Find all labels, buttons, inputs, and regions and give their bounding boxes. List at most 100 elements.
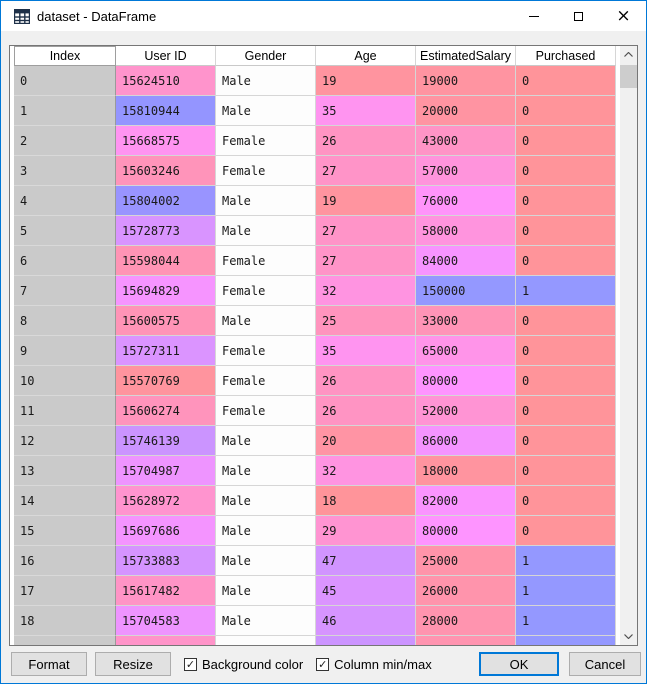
cell-index[interactable]: 9 xyxy=(14,336,116,366)
cell-salary[interactable]: 57000 xyxy=(416,156,516,186)
cell-purchased[interactable]: 1 xyxy=(516,636,616,645)
scroll-up-button[interactable] xyxy=(620,46,637,63)
cell-age[interactable]: 45 xyxy=(316,576,416,606)
cell-user-id[interactable]: 15804002 xyxy=(116,186,216,216)
cell-purchased[interactable]: 1 xyxy=(516,276,616,306)
cell-salary[interactable]: 58000 xyxy=(416,216,516,246)
cell-purchased[interactable]: 0 xyxy=(516,186,616,216)
cell-user-id[interactable]: 15697686 xyxy=(116,516,216,546)
cell-salary[interactable]: 19000 xyxy=(416,66,516,96)
cell-index[interactable]: 14 xyxy=(14,486,116,516)
cell-gender[interactable]: Female xyxy=(216,396,316,426)
cell-gender[interactable]: Male xyxy=(216,96,316,126)
cell-purchased[interactable]: 0 xyxy=(516,516,616,546)
cell-purchased[interactable]: 0 xyxy=(516,336,616,366)
cell-salary[interactable]: 84000 xyxy=(416,246,516,276)
cell-gender[interactable]: Male xyxy=(216,516,316,546)
cell-age[interactable]: 29 xyxy=(316,516,416,546)
cell-gender[interactable]: Male xyxy=(216,426,316,456)
cell-index[interactable]: 0 xyxy=(14,66,116,96)
cell-gender[interactable]: Male xyxy=(216,606,316,636)
cell-user-id[interactable]: 15704583 xyxy=(116,606,216,636)
cell-user-id[interactable]: 15728773 xyxy=(116,216,216,246)
cell-gender[interactable]: Male xyxy=(216,66,316,96)
cell-purchased[interactable]: 0 xyxy=(516,456,616,486)
ok-button[interactable]: OK xyxy=(479,652,559,676)
cell-index[interactable]: 3 xyxy=(14,156,116,186)
cell-purchased[interactable]: 1 xyxy=(516,546,616,576)
cell-user-id[interactable]: 15600575 xyxy=(116,306,216,336)
cell-salary[interactable]: 43000 xyxy=(416,126,516,156)
cell-salary[interactable]: 82000 xyxy=(416,486,516,516)
column-header-estimatedsalary[interactable]: EstimatedSalary xyxy=(416,46,516,66)
cell-user-id[interactable]: 15694829 xyxy=(116,276,216,306)
cell-purchased[interactable]: 1 xyxy=(516,606,616,636)
column-header-user-id[interactable]: User ID xyxy=(116,46,216,66)
cell-index[interactable]: 12 xyxy=(14,426,116,456)
cell-purchased[interactable]: 0 xyxy=(516,216,616,246)
cell-age[interactable]: 35 xyxy=(316,336,416,366)
column-header-gender[interactable]: Gender xyxy=(216,46,316,66)
cell-gender[interactable]: Male xyxy=(216,576,316,606)
cell-user-id[interactable]: 15598044 xyxy=(116,246,216,276)
cell-user-id[interactable]: 15603246 xyxy=(116,156,216,186)
cell-index[interactable]: 18 xyxy=(14,606,116,636)
cell-purchased[interactable]: 0 xyxy=(516,156,616,186)
cell-gender[interactable]: Male xyxy=(216,546,316,576)
cell-user-id[interactable]: 15624510 xyxy=(116,66,216,96)
cell-purchased[interactable]: 0 xyxy=(516,66,616,96)
cell-salary[interactable]: 33000 xyxy=(416,306,516,336)
cell-purchased[interactable]: 0 xyxy=(516,366,616,396)
cell-age[interactable]: 27 xyxy=(316,246,416,276)
cell-age[interactable]: 26 xyxy=(316,366,416,396)
cell-age[interactable]: 18 xyxy=(316,486,416,516)
cell-salary[interactable]: 26000 xyxy=(416,576,516,606)
cell-purchased[interactable]: 0 xyxy=(516,126,616,156)
cell-gender[interactable]: Male xyxy=(216,456,316,486)
cell-age[interactable]: 26 xyxy=(316,126,416,156)
cell-index[interactable]: 13 xyxy=(14,456,116,486)
cell-purchased[interactable]: 0 xyxy=(516,306,616,336)
maximize-button[interactable] xyxy=(556,1,601,31)
cell-age[interactable]: 48 xyxy=(316,636,416,645)
cell-gender[interactable]: Female xyxy=(216,276,316,306)
cell-index[interactable]: 11 xyxy=(14,396,116,426)
cell-gender[interactable]: Male xyxy=(216,486,316,516)
cell-purchased[interactable]: 0 xyxy=(516,426,616,456)
cell-salary[interactable]: 150000 xyxy=(416,276,516,306)
cell-index[interactable]: 19 xyxy=(14,636,116,645)
cell-gender[interactable]: Female xyxy=(216,636,316,645)
cell-user-id[interactable]: 15628972 xyxy=(116,486,216,516)
cell-gender[interactable]: Female xyxy=(216,366,316,396)
cell-salary[interactable]: 52000 xyxy=(416,396,516,426)
minimize-button[interactable] xyxy=(511,1,556,31)
cell-salary[interactable]: 65000 xyxy=(416,336,516,366)
cell-salary[interactable]: 18000 xyxy=(416,456,516,486)
close-button[interactable]: × xyxy=(601,1,646,31)
cell-salary[interactable]: 28000 xyxy=(416,606,516,636)
background-color-checkbox[interactable]: ✓ Background color xyxy=(184,657,303,672)
cell-age[interactable]: 46 xyxy=(316,606,416,636)
cell-index[interactable]: 7 xyxy=(14,276,116,306)
cell-gender[interactable]: Male xyxy=(216,306,316,336)
column-minmax-checkbox[interactable]: ✓ Column min/max xyxy=(316,657,432,672)
cell-salary[interactable]: 25000 xyxy=(416,546,516,576)
cell-age[interactable]: 32 xyxy=(316,276,416,306)
cell-salary[interactable]: 20000 xyxy=(416,96,516,126)
cell-index[interactable]: 17 xyxy=(14,576,116,606)
cell-index[interactable]: 10 xyxy=(14,366,116,396)
cell-salary[interactable]: 29000 xyxy=(416,636,516,645)
cell-gender[interactable]: Female xyxy=(216,246,316,276)
scroll-down-button[interactable] xyxy=(620,628,637,645)
cell-index[interactable]: 6 xyxy=(14,246,116,276)
cell-age[interactable]: 20 xyxy=(316,426,416,456)
cell-purchased[interactable]: 0 xyxy=(516,396,616,426)
cell-age[interactable]: 25 xyxy=(316,306,416,336)
cell-purchased[interactable]: 1 xyxy=(516,576,616,606)
cell-gender[interactable]: Female xyxy=(216,336,316,366)
cell-user-id[interactable]: 15810944 xyxy=(116,96,216,126)
cell-index[interactable]: 5 xyxy=(14,216,116,246)
cell-age[interactable]: 47 xyxy=(316,546,416,576)
cell-user-id[interactable]: 15733883 xyxy=(116,546,216,576)
cell-user-id[interactable]: 15617482 xyxy=(116,576,216,606)
